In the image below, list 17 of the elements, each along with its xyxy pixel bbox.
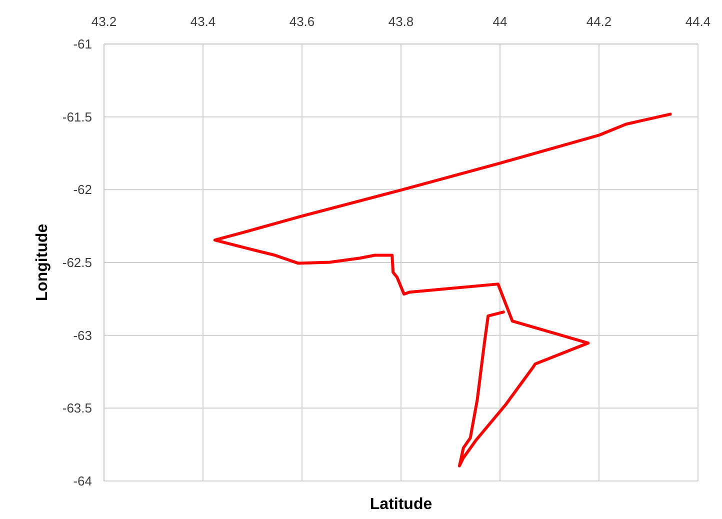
y-tick-label: -62 bbox=[73, 182, 92, 198]
x-tick-label: 43.2 bbox=[91, 14, 117, 29]
x-tick-label: 44.4 bbox=[685, 14, 711, 29]
y-tick-label: -62.5 bbox=[62, 255, 92, 270]
x-tick-label: 43.6 bbox=[289, 14, 315, 29]
y-tick-label: -61 bbox=[73, 36, 92, 52]
x-tick-label: 43.8 bbox=[388, 14, 414, 29]
x-tick-label: 44.2 bbox=[586, 14, 612, 29]
y-tick-label: -64 bbox=[73, 474, 92, 489]
y-tick-label: -63 bbox=[73, 328, 92, 343]
x-tick-label: 44 bbox=[492, 14, 508, 29]
y-tick-label: -61.5 bbox=[62, 109, 92, 124]
x-tick-label: 43.4 bbox=[190, 14, 216, 29]
y-tick-label: -63.5 bbox=[62, 400, 92, 416]
x-axis-title: Latitude bbox=[370, 496, 432, 513]
line-series bbox=[213, 112, 672, 468]
y-axis-title: Longitude bbox=[34, 224, 51, 302]
